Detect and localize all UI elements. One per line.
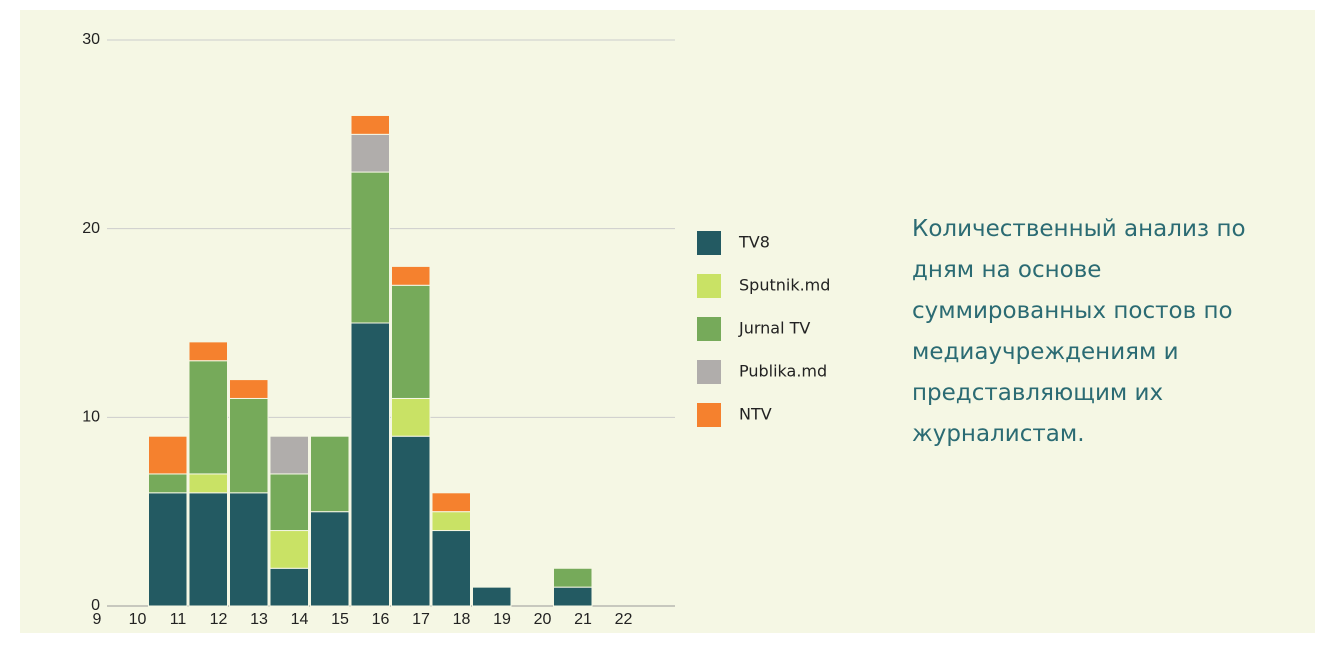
annotation: Количественный анализ по дням на основе су…	[912, 216, 1246, 447]
legend-label: Publika.md	[739, 362, 827, 381]
bar-segment	[431, 492, 471, 513]
x-tick-label: 12	[210, 611, 228, 628]
y-tick-label: 0	[91, 597, 100, 614]
bar-segment	[269, 530, 309, 569]
legend-label: Jurnal TV	[738, 319, 810, 338]
bar-segment	[148, 473, 188, 494]
x-tick-label: 14	[291, 611, 309, 628]
annotation-line: представляющим их	[912, 380, 1163, 406]
bar-segment	[188, 492, 228, 607]
bar-segment	[269, 473, 309, 532]
bar-segment	[188, 341, 228, 362]
bar-segment	[350, 322, 390, 607]
bar-segment	[310, 435, 350, 513]
bar-segment	[553, 567, 593, 588]
x-tick-label: 10	[129, 611, 147, 628]
annotation-line: дням на основе	[912, 257, 1101, 283]
x-tick-label: 9	[93, 611, 102, 628]
bar-segment	[148, 492, 188, 607]
bar-segment	[553, 586, 593, 607]
x-tick-label: 22	[615, 611, 633, 628]
y-tick-label: 20	[82, 220, 100, 237]
bar-segment	[229, 492, 269, 607]
legend-label: TV8	[738, 233, 770, 252]
bar-segment	[472, 586, 512, 607]
bar-segment	[391, 265, 431, 286]
annotation-line: медиаучреждениям и	[912, 339, 1179, 365]
legend-swatch	[697, 274, 721, 298]
bar-segment	[431, 530, 471, 607]
x-tick-label: 11	[170, 611, 187, 628]
x-tick-label: 15	[331, 611, 349, 628]
annotation-line: Количественный анализ по	[912, 216, 1246, 242]
bar-segment	[229, 397, 269, 494]
bar-segment	[431, 511, 471, 532]
legend-swatch	[697, 403, 721, 427]
bar-segment	[350, 171, 390, 324]
annotation-line: суммированных постов по	[912, 298, 1233, 324]
annotation-line: журналистам.	[912, 421, 1085, 447]
bar-segment	[350, 114, 390, 135]
x-tick-label: 19	[493, 611, 511, 628]
y-tick-label: 30	[82, 31, 100, 48]
bar-segment	[229, 379, 269, 399]
bar-segment	[391, 435, 431, 607]
x-tick-label: 13	[250, 611, 268, 628]
bar-segment	[269, 435, 309, 475]
bar-segment	[188, 473, 228, 494]
legend-swatch	[697, 231, 721, 255]
bar-segment	[188, 360, 228, 475]
x-tick-label: 17	[412, 611, 430, 628]
x-tick-label: 16	[372, 611, 390, 628]
x-tick-label: 20	[534, 611, 552, 628]
bar-segment	[148, 435, 188, 475]
y-tick-label: 10	[82, 409, 100, 426]
legend-swatch	[697, 360, 721, 384]
bar-segment	[391, 284, 431, 399]
x-tick-label: 18	[453, 611, 471, 628]
legend-label: NTV	[739, 405, 772, 424]
bar-segment	[269, 567, 309, 607]
x-tick-label: 21	[574, 611, 592, 628]
bar-segment	[391, 397, 431, 437]
legend-swatch	[697, 317, 721, 341]
legend-label: Sputnik.md	[739, 276, 830, 295]
bar-segment	[350, 133, 390, 173]
bar-segment	[310, 511, 350, 607]
